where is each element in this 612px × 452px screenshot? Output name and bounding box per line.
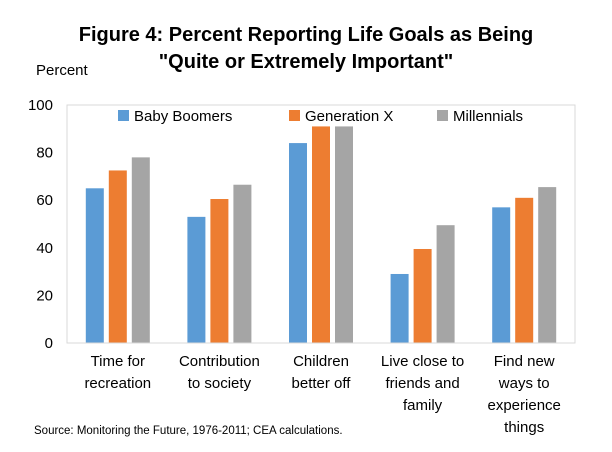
legend-label: Generation X [305,108,393,125]
y-tick-label: 40 [36,240,53,257]
legend-swatch [437,110,448,121]
bar [131,157,150,343]
bar [335,126,353,343]
legend: Baby Boomers Generation X Millennials [118,108,523,125]
bar [108,170,127,343]
bar [210,199,229,343]
bar [289,143,307,343]
y-axis-unit-label: Percent [36,62,89,79]
legend-label: Millennials [453,108,523,125]
bar [492,207,511,343]
bar [187,216,206,343]
x-tick-label: things [504,419,544,436]
x-tick-label: Children [293,353,349,370]
bars [85,126,557,343]
bar [233,184,252,343]
x-tick-label: Contribution [179,353,260,370]
bar [312,126,330,343]
y-tick-label: 80 [36,145,53,162]
x-tick-label: Time for [91,353,145,370]
x-tick-label: Live close to [381,353,464,370]
bar [413,248,432,343]
bar [390,273,409,343]
chart-title-line-1: Figure 4: Percent Reporting Life Goals a… [79,24,534,46]
bar [515,197,534,343]
y-tick-label: 20 [36,287,53,304]
x-tick-label: to society [188,375,252,392]
legend-label: Baby Boomers [134,108,232,125]
source-note: Source: Monitoring the Future, 1976-2011… [34,425,343,437]
chart-title-line-2: "Quite or Extremely Important" [159,51,454,73]
bar [436,225,455,343]
x-tick-label: friends and [385,375,459,392]
legend-swatch [289,110,300,121]
x-tick-label: Find new [494,353,555,370]
y-tick-label: 100 [28,97,53,114]
x-tick-label: recreation [84,375,151,392]
y-tick-label: 60 [36,192,53,209]
x-tick-label: family [403,397,443,414]
legend-swatch [118,110,129,121]
x-tick-label: better off [292,375,352,392]
bar [85,188,104,343]
x-tick-label: ways to [498,375,550,392]
bar [538,187,557,343]
x-axis-category-labels: Time for recreation Contribution to society… [84,353,560,436]
y-tick-label: 0 [45,335,53,352]
y-axis-ticks: 0 20 40 60 80 100 [28,97,53,352]
x-tick-label: experience [488,397,561,414]
